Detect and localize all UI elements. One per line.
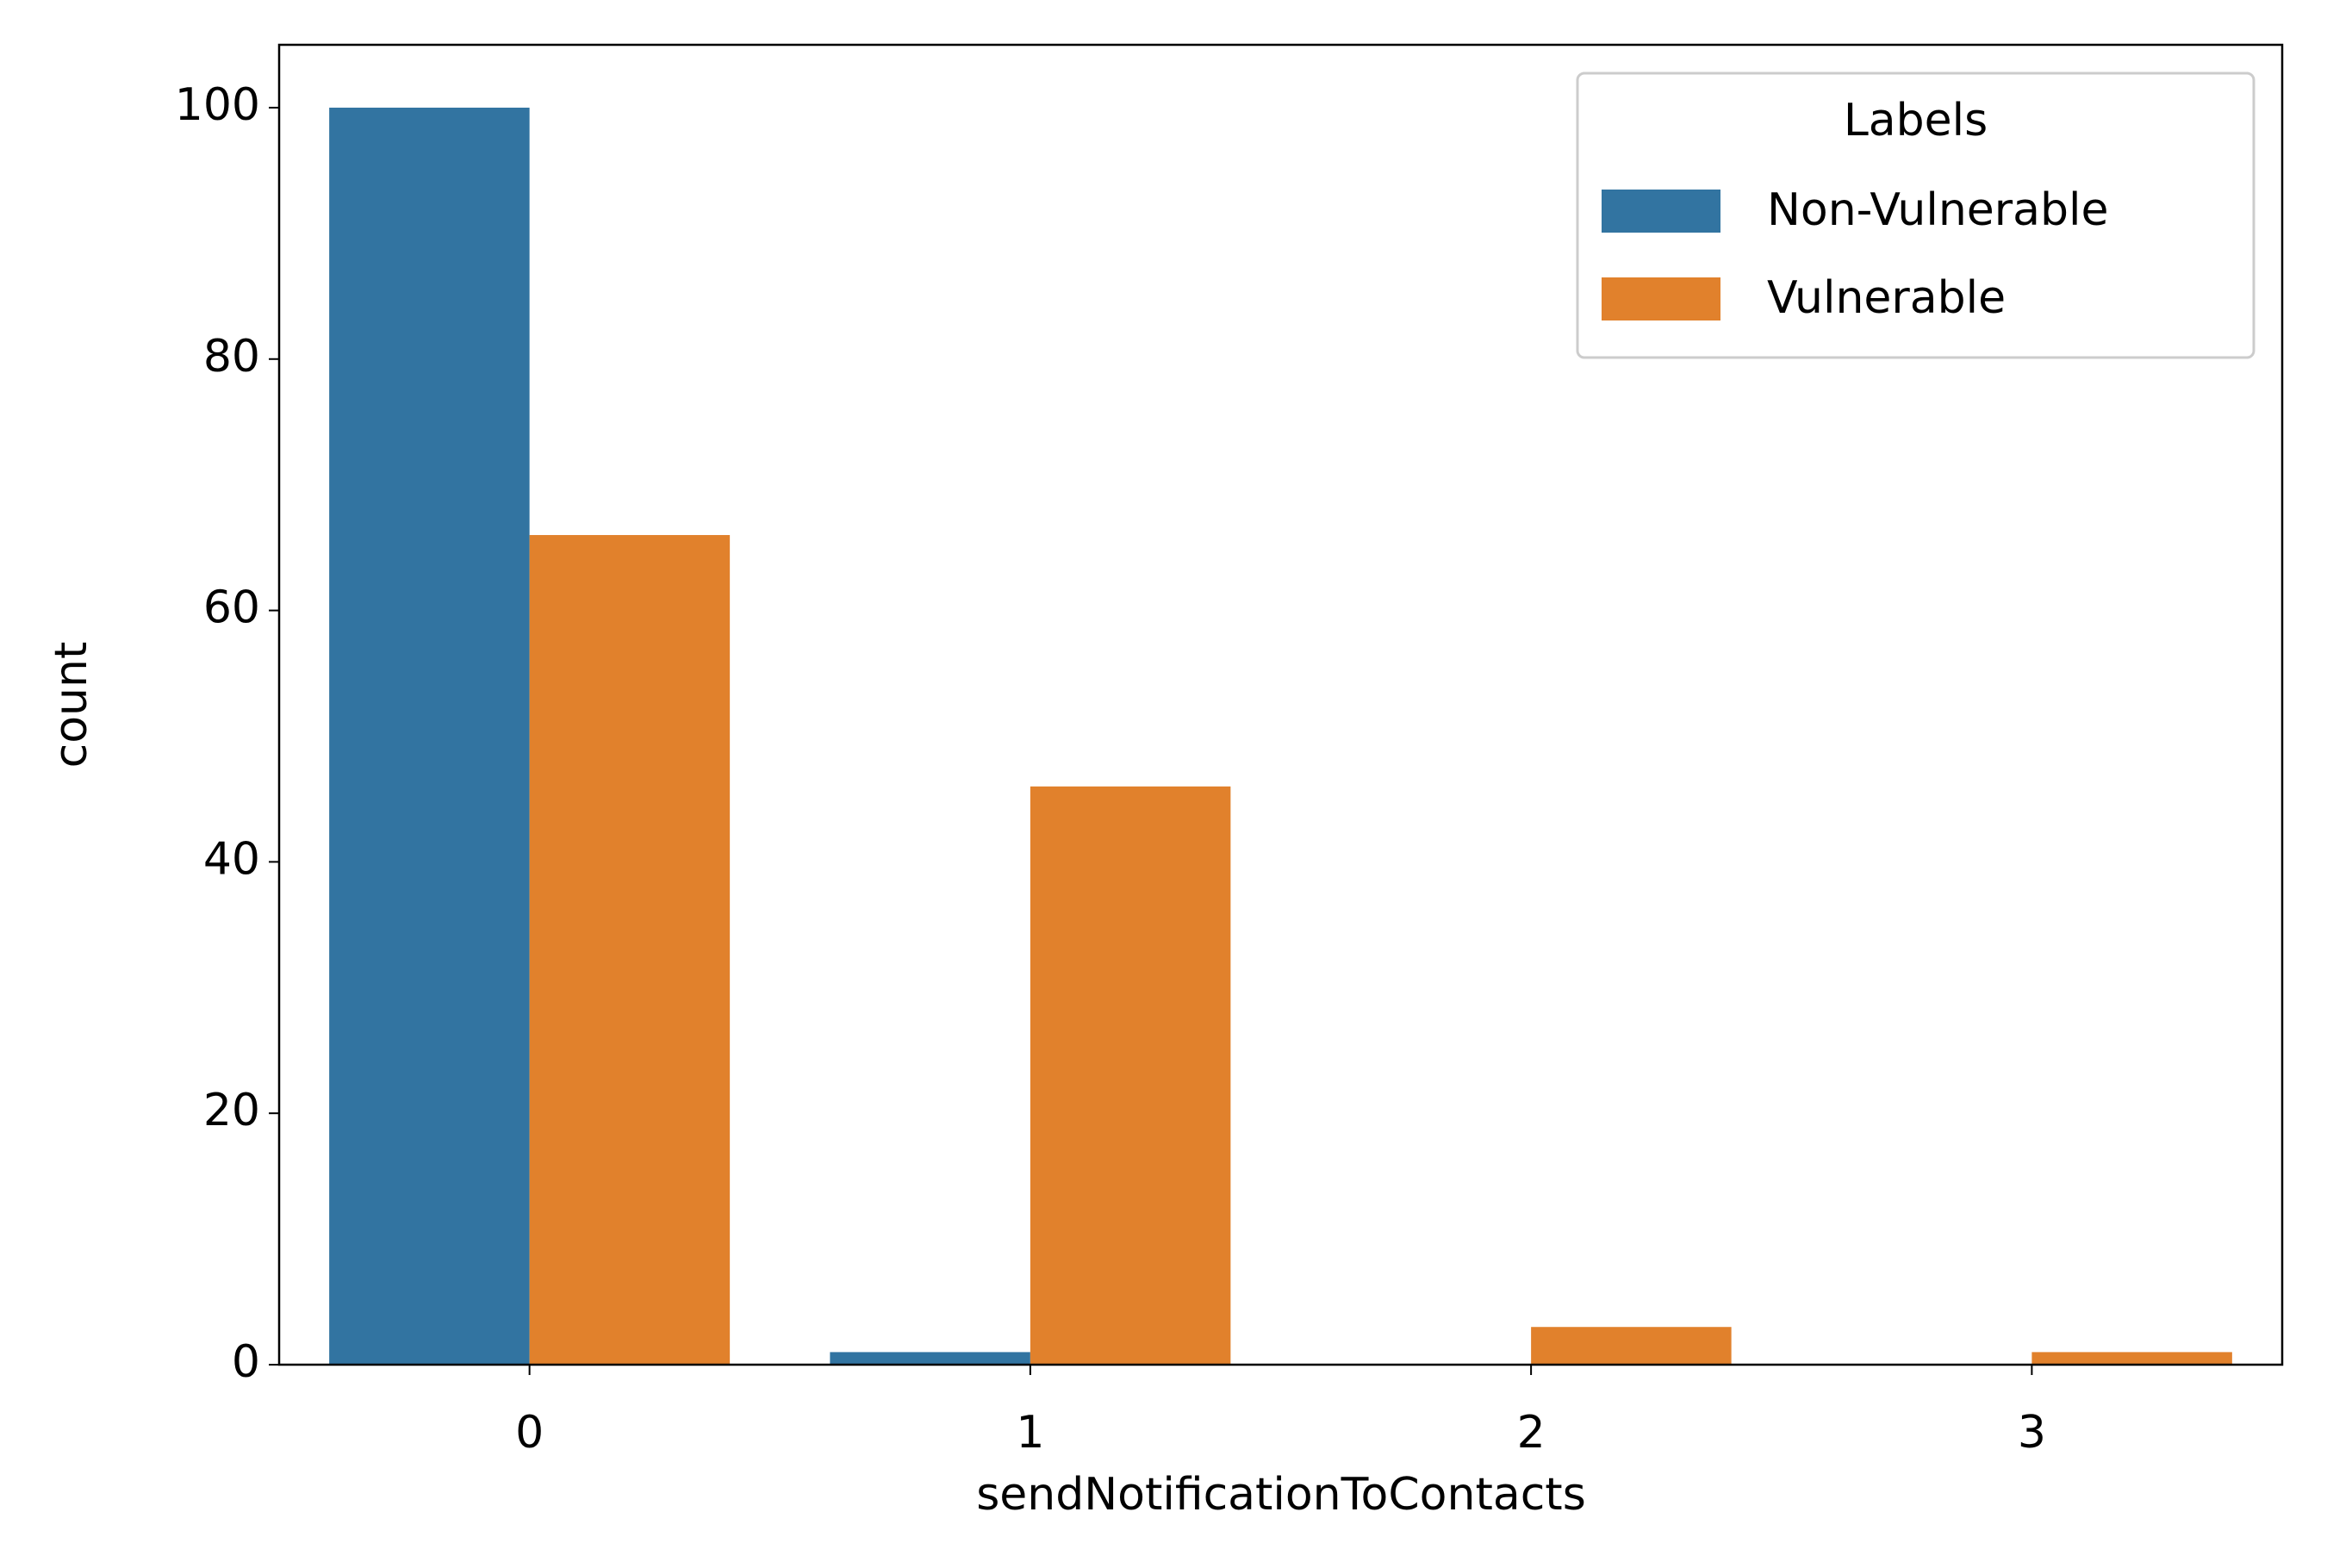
bar [2031, 1352, 2232, 1365]
x-tick-label: 1 [1016, 1407, 1044, 1459]
legend-swatch [1602, 190, 1720, 233]
plot-frame [277, 43, 2284, 1366]
y-tick-label: 20 [203, 1085, 260, 1136]
y-tick-label: 0 [232, 1336, 260, 1388]
bar [1531, 1327, 1732, 1365]
legend-box [1576, 72, 2255, 359]
bar [830, 1352, 1030, 1365]
y-tick-label: 60 [203, 582, 260, 634]
y-tick-label: 100 [175, 79, 260, 131]
y-axis-label: count [46, 642, 97, 768]
x-tick-label: 2 [1517, 1407, 1546, 1459]
x-tick-label: 3 [2018, 1407, 2046, 1459]
bar [1030, 786, 1231, 1365]
x-axis-label: sendNotificationToContacts [976, 1469, 1586, 1521]
bar [529, 535, 731, 1365]
x-tick-label: 0 [515, 1407, 544, 1459]
bar [329, 107, 530, 1365]
legend-label: Vulnerable [1767, 272, 2006, 324]
legend-title: Labels [1844, 95, 1988, 146]
legend-swatch [1602, 277, 1720, 320]
y-tick-label: 80 [203, 331, 260, 383]
y-tick-label: 40 [203, 833, 260, 885]
legend-label: Non-Vulnerable [1767, 184, 2108, 236]
